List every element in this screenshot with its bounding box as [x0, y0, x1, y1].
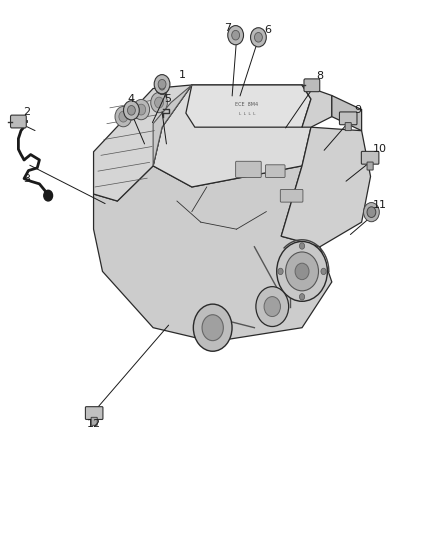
Circle shape [151, 92, 167, 112]
Text: 1: 1 [179, 70, 186, 79]
FancyBboxPatch shape [367, 162, 373, 170]
Text: 8: 8 [316, 71, 323, 80]
Circle shape [278, 268, 283, 274]
Circle shape [155, 97, 163, 108]
Polygon shape [94, 85, 192, 201]
Circle shape [137, 104, 146, 115]
Circle shape [228, 26, 244, 45]
Text: 3: 3 [23, 174, 30, 183]
Circle shape [264, 296, 280, 317]
Circle shape [133, 100, 149, 120]
FancyBboxPatch shape [304, 79, 320, 92]
FancyBboxPatch shape [339, 112, 357, 125]
Polygon shape [153, 85, 311, 187]
Circle shape [300, 294, 305, 300]
Circle shape [159, 83, 165, 90]
Text: L  L  L  L: L L L L [239, 112, 255, 116]
FancyBboxPatch shape [345, 123, 351, 131]
Ellipse shape [286, 252, 318, 291]
Circle shape [119, 111, 128, 122]
Circle shape [300, 243, 305, 249]
FancyBboxPatch shape [236, 161, 261, 177]
FancyBboxPatch shape [361, 151, 379, 164]
Circle shape [127, 106, 135, 115]
Polygon shape [94, 166, 332, 342]
Polygon shape [302, 85, 332, 127]
Polygon shape [153, 85, 192, 166]
Circle shape [193, 304, 232, 351]
Circle shape [154, 75, 170, 94]
FancyBboxPatch shape [91, 417, 97, 425]
Circle shape [364, 203, 379, 222]
Polygon shape [186, 85, 311, 127]
FancyBboxPatch shape [280, 189, 303, 202]
Circle shape [232, 30, 240, 40]
Text: 5: 5 [164, 94, 171, 103]
Ellipse shape [295, 263, 309, 280]
Circle shape [254, 33, 262, 42]
Polygon shape [332, 95, 362, 131]
Circle shape [158, 79, 166, 89]
Circle shape [321, 268, 326, 274]
Circle shape [367, 207, 376, 217]
FancyBboxPatch shape [85, 407, 103, 419]
Ellipse shape [277, 241, 327, 301]
Circle shape [44, 190, 53, 201]
Circle shape [155, 78, 169, 94]
Circle shape [115, 107, 132, 127]
Text: 9: 9 [355, 106, 362, 115]
Text: ECE  8M4: ECE 8M4 [235, 102, 258, 107]
Text: 6: 6 [265, 25, 272, 35]
Text: 10: 10 [373, 144, 387, 154]
Circle shape [124, 101, 139, 120]
Text: 7: 7 [224, 23, 231, 33]
Text: 4: 4 [127, 94, 134, 103]
Text: 11: 11 [373, 200, 387, 210]
Circle shape [202, 314, 223, 341]
Polygon shape [281, 127, 371, 247]
Text: 12: 12 [87, 419, 101, 429]
FancyBboxPatch shape [265, 165, 285, 177]
FancyBboxPatch shape [11, 115, 26, 128]
Text: 2: 2 [23, 107, 30, 117]
Circle shape [256, 287, 289, 327]
Circle shape [251, 28, 266, 47]
